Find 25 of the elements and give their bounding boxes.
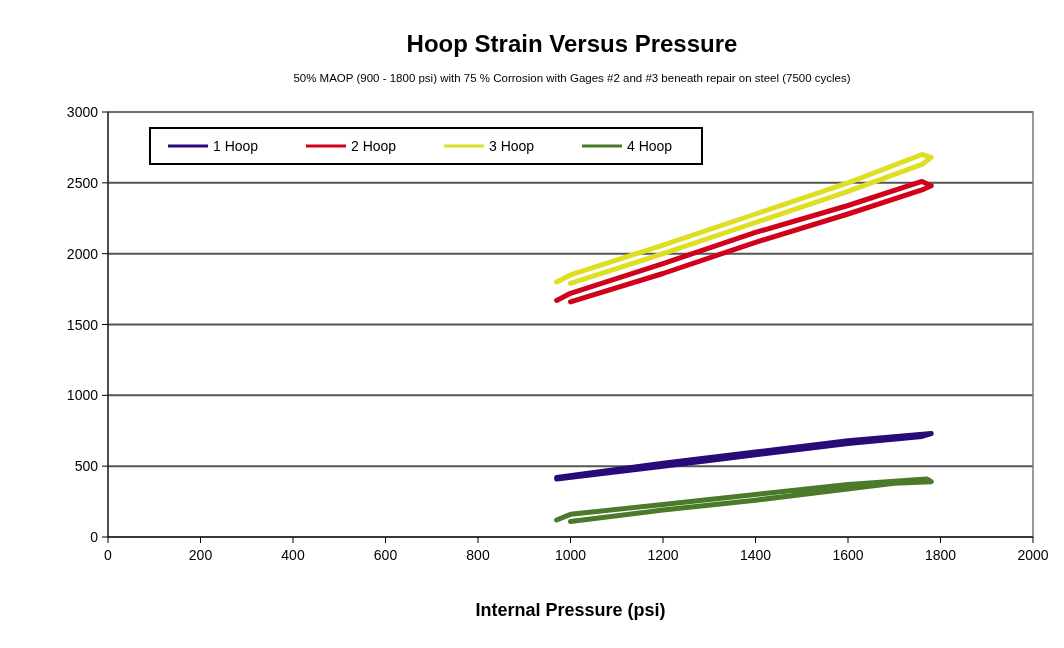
x-tick-label: 1200: [647, 547, 679, 563]
y-tick-label: 1000: [66, 387, 99, 404]
x-tick-label: 1600: [832, 547, 864, 563]
y-tick-label: 3000: [66, 104, 99, 120]
x-tick-label: 1400: [739, 547, 772, 563]
legend-label: 1 Hoop: [213, 138, 259, 154]
y-tick-label: 0: [90, 529, 99, 545]
chart-subtitle: 50% MAOP (900 - 1800 psi) with 75 % Corrosion with Gages #2 and #3 beneath repair on steel (7500 cycles): [293, 72, 851, 84]
x-axis-title: Internal Pressure (psi): [475, 600, 666, 620]
legend-label: 2 Hoop: [351, 138, 397, 154]
x-tick-label: 600: [373, 547, 398, 563]
chart-title: Hoop Strain Versus Pressure: [406, 30, 738, 57]
y-tick-label: 2500: [66, 174, 99, 191]
x-tick-label: 1000: [554, 547, 587, 563]
y-tick-label: 2000: [66, 245, 99, 262]
legend-label: 3 Hoop: [489, 138, 535, 154]
x-tick-label: 1800: [924, 547, 957, 563]
y-tick-label: 1500: [66, 316, 99, 333]
x-tick-label: 400: [281, 547, 305, 563]
x-tick-label: 0: [104, 547, 113, 563]
x-tick-label: 200: [188, 547, 213, 563]
y-tick-label: 500: [74, 458, 99, 475]
x-tick-label: 2000: [1017, 547, 1049, 563]
legend-label: 4 Hoop: [627, 138, 673, 154]
x-tick-label: 800: [466, 547, 490, 563]
